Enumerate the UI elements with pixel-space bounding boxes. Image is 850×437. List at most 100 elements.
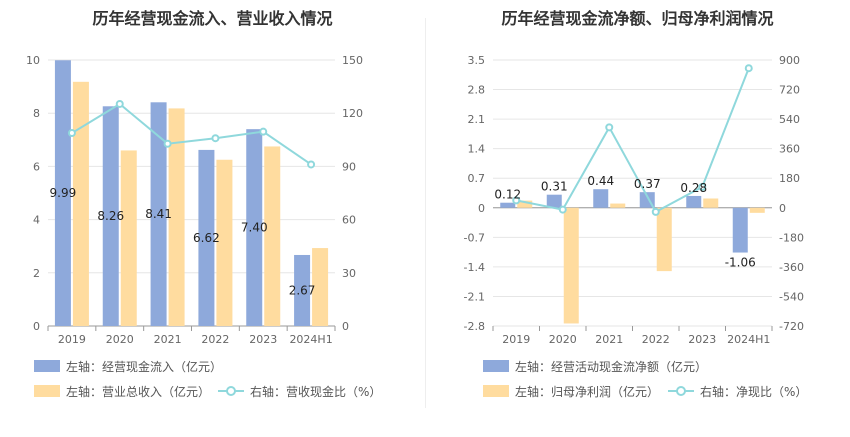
legend-line-swatch <box>218 385 244 397</box>
y-left-tick-label: 2.1 <box>468 113 486 126</box>
legend-label: 左轴：经营活动现金流净额（亿元） <box>515 359 708 374</box>
bar <box>120 150 137 326</box>
y-left-tick-label: 4 <box>33 214 40 227</box>
y-right-tick-label: -720 <box>779 320 804 333</box>
data-label: 0.31 <box>541 180 568 194</box>
y-left-tick-label: 10 <box>26 54 40 67</box>
data-label: 2.67 <box>289 283 316 297</box>
bar <box>610 203 626 208</box>
y-right-tick-label: 720 <box>779 84 800 97</box>
y-left-tick-label: 0.7 <box>468 172 486 185</box>
y-left-tick-label: 2 <box>33 267 40 280</box>
x-tick-label: 2019 <box>502 333 530 346</box>
chart-panel-net-cash: 历年经营现金流净额、归母净利润情况 3.5 2.8 2.1 1.4 0.7 0 -0.7 -1… <box>425 0 850 437</box>
line-point <box>259 127 268 136</box>
line-point <box>307 160 316 169</box>
y-left-tick-label: -1.4 <box>464 261 485 274</box>
line-point <box>744 64 753 73</box>
x-tick-label: 2024H1 <box>727 333 770 346</box>
line-point <box>512 196 521 205</box>
legend-item-cash-ratio[interactable]: 右轴：营收现金比（%） <box>218 383 381 399</box>
y-left-tick-label: 1.4 <box>468 143 486 156</box>
line-point <box>605 123 614 132</box>
chart-title: 历年经营现金流入、营业收入情况 <box>92 9 333 28</box>
legend-item-net-cash[interactable]: 左轴：经营活动现金流净额（亿元） <box>483 358 707 374</box>
bar <box>264 146 281 326</box>
data-label: 9.99 <box>50 186 77 200</box>
bar <box>703 198 719 208</box>
y-right-tick-label: 150 <box>342 54 363 67</box>
bar <box>312 248 329 326</box>
bar <box>749 207 765 213</box>
y-left-tick-label: -0.7 <box>464 231 485 244</box>
y-left-tick-label: 6 <box>33 160 40 173</box>
y-right-tick-label: 30 <box>342 267 356 280</box>
y-right-tick-label: 540 <box>779 113 800 126</box>
y-right-tick-label: 90 <box>342 160 356 173</box>
x-tick-label: 2021 <box>154 333 182 346</box>
chart-panel-cash-inflow: 历年经营现金流入、营业收入情况 0 2 4 6 8 10 0 30 60 90 120 150 2019… <box>26 9 381 399</box>
x-tick-label: 2022 <box>642 333 670 346</box>
bar <box>102 106 119 326</box>
data-label: 8.41 <box>145 207 172 221</box>
y-left-tick-label: 0 <box>33 320 40 333</box>
x-tick-label: 2023 <box>688 333 716 346</box>
bar <box>686 195 702 208</box>
legend-item-cash-inflow[interactable]: 左轴：经营现金流入（亿元） <box>34 358 222 374</box>
legend-item-net-profit[interactable]: 左轴：归母净利润（亿元） <box>483 383 659 399</box>
x-tick-label: 2020 <box>106 333 134 346</box>
legend-label: 左轴：营业总收入（亿元） <box>66 384 211 399</box>
line-point <box>115 99 124 108</box>
bar <box>72 81 89 326</box>
x-tick-label: 2019 <box>58 333 86 346</box>
x-tick-label: 2020 <box>549 333 577 346</box>
legend-swatch <box>34 360 60 372</box>
bar <box>294 254 311 326</box>
legend-item-net-cash-ratio[interactable]: 右轴：净现比（%） <box>668 383 807 399</box>
y-right-tick-label: 120 <box>342 107 363 120</box>
y-left-tick-label: -2.8 <box>464 320 485 333</box>
data-label: -1.06 <box>725 256 756 270</box>
data-label: 0.12 <box>494 188 521 202</box>
y-right-tick-label: 180 <box>779 172 800 185</box>
legend-swatch <box>483 360 509 372</box>
x-tick-label: 2022 <box>201 333 229 346</box>
legend-swatch <box>34 385 60 397</box>
line-point <box>698 182 707 191</box>
data-label: 0.37 <box>634 177 661 191</box>
bar <box>246 129 263 326</box>
bar <box>150 102 167 326</box>
y-right-tick-label: 900 <box>779 54 800 67</box>
line-point <box>211 134 220 143</box>
line-point <box>163 139 172 148</box>
series-line <box>516 67 750 214</box>
legend-label: 右轴：营收现金比（%） <box>250 384 382 399</box>
data-label: 0.44 <box>587 174 614 188</box>
y-left-tick-label: 3.5 <box>468 54 486 67</box>
x-tick-label: 2023 <box>249 333 277 346</box>
bar <box>500 202 516 208</box>
y-right-tick-label: -540 <box>779 290 804 303</box>
legend-line-swatch <box>668 385 694 397</box>
panel-divider <box>425 18 426 408</box>
bar <box>198 149 215 326</box>
legend-swatch <box>483 385 509 397</box>
line-point <box>651 207 660 216</box>
chart-net-cash-profit: 3.5 2.8 2.1 1.4 0.7 0 -0.7 -1.4 -2.1 -2.8 900 720 54… <box>464 54 804 346</box>
legend-item-revenue[interactable]: 左轴：营业总收入（亿元） <box>34 383 210 399</box>
y-left-tick-label: 0 <box>478 202 485 215</box>
series-line <box>71 102 312 166</box>
data-label: 8.26 <box>97 209 124 223</box>
line-point <box>558 205 567 214</box>
bar <box>563 207 579 324</box>
y-left-tick-label: 2.8 <box>468 84 486 97</box>
chart-title: 历年经营现金流净额、归母净利润情况 <box>501 9 774 28</box>
data-label: 0.28 <box>680 181 707 195</box>
y-left-tick-label: 8 <box>33 107 40 120</box>
x-tick-label: 2021 <box>595 333 623 346</box>
bar <box>54 60 71 327</box>
y-right-tick-label: -180 <box>779 231 804 244</box>
y-right-tick-label: -360 <box>779 261 804 274</box>
bar <box>656 207 672 272</box>
y-right-tick-label: 0 <box>779 202 786 215</box>
